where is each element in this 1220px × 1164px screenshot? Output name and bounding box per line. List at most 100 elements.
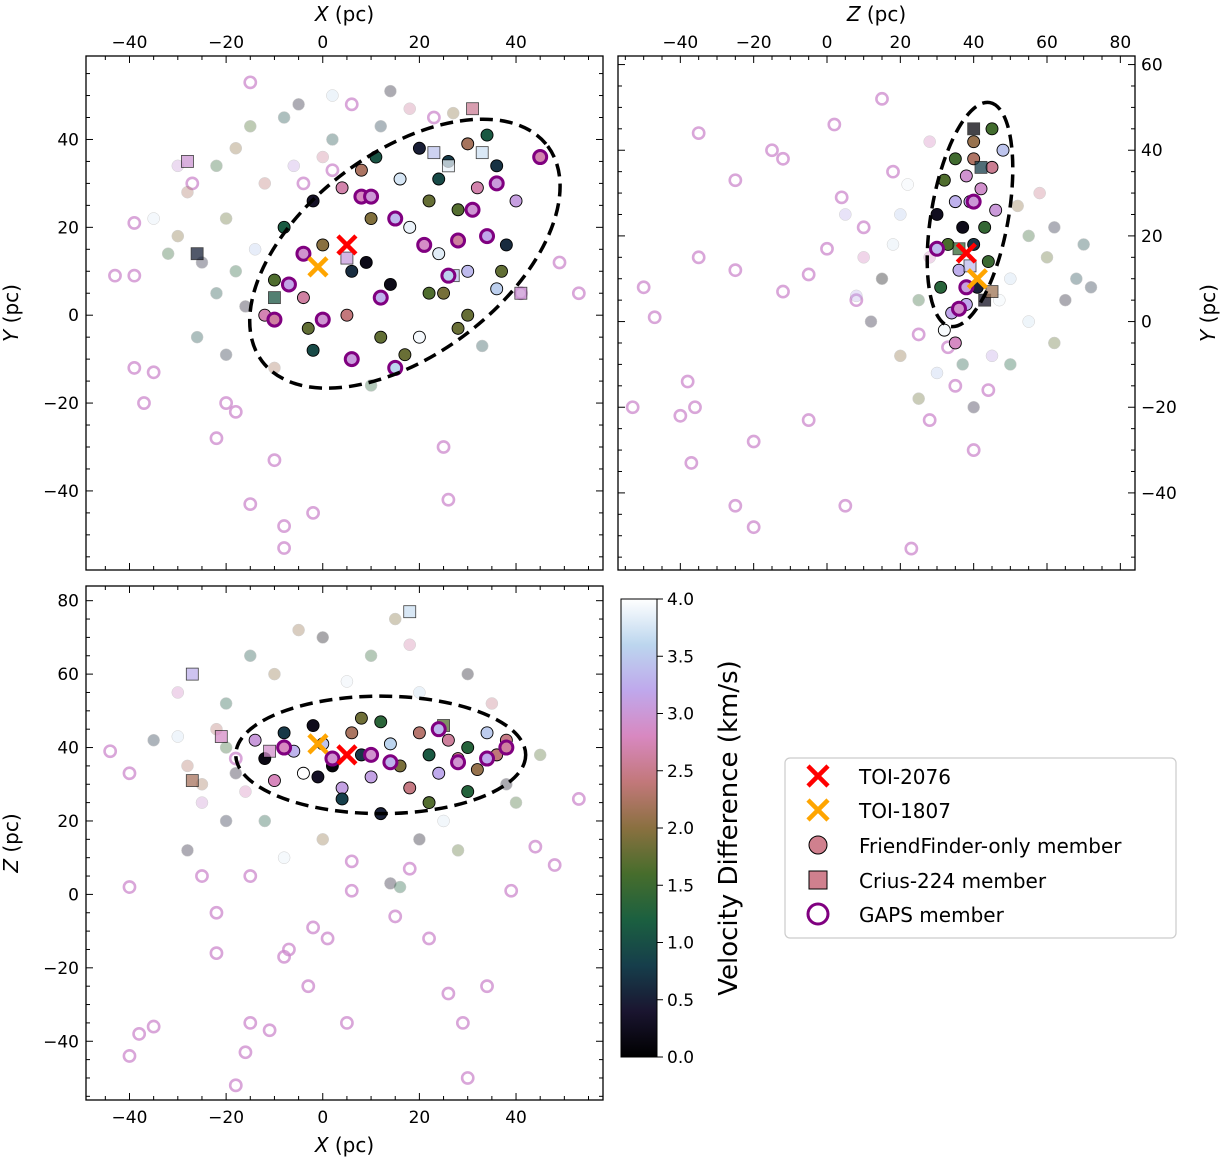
gaps-member-marker <box>127 361 142 375</box>
friendfinder-member-marker <box>956 358 969 371</box>
markers-layer <box>625 91 1098 556</box>
gaps-member-marker <box>426 110 441 125</box>
x-tick-label: 20 <box>409 1108 431 1128</box>
colorbar-gradient <box>620 598 658 1058</box>
y-tick-label: 40 <box>1141 141 1163 161</box>
gaps-core-member-marker <box>363 746 380 763</box>
gaps-member-marker <box>228 404 243 419</box>
y-tick-label: −20 <box>43 959 79 979</box>
friendfinder-member-marker <box>985 160 999 174</box>
legend-frame <box>784 757 1177 939</box>
friendfinder-member-marker <box>219 697 233 710</box>
friendfinder-member-marker <box>930 366 944 380</box>
gaps-member-marker <box>776 151 790 166</box>
friendfinder-member-marker <box>364 212 378 225</box>
friendfinder-member-marker <box>326 133 339 146</box>
friendfinder-member-marker <box>839 208 852 221</box>
friendfinder-member-marker <box>316 150 330 164</box>
gaps-member-marker <box>441 986 456 1001</box>
friendfinder-member-marker <box>229 766 243 780</box>
crius-member-marker <box>190 247 204 261</box>
friendfinder-member-marker <box>301 321 315 335</box>
gaps-member-marker <box>673 408 688 423</box>
gaps-member-marker <box>402 861 417 876</box>
gaps-member-marker <box>209 905 224 920</box>
panel-xy: −40 −20 0 20 40 −40 −20 0 20 40 X (pc) Y (pc) <box>0 2 604 571</box>
plot-frame <box>617 55 1136 571</box>
friendfinder-member-marker <box>296 291 310 305</box>
gaps-member-marker <box>691 250 706 265</box>
gaps-core-member-marker <box>295 245 312 262</box>
friendfinder-member-marker <box>480 726 494 740</box>
gaps-member-marker <box>436 440 451 454</box>
gaps-member-marker <box>746 520 761 535</box>
crius-member-marker <box>466 102 479 116</box>
friendfinder-member-marker <box>1004 272 1017 285</box>
friendfinder-member-marker <box>446 106 460 120</box>
gaps-member-marker <box>219 396 234 410</box>
friendfinder-member-marker <box>171 730 185 743</box>
friendfinder-member-marker <box>1059 293 1072 307</box>
friendfinder-member-marker <box>244 120 257 133</box>
friendfinder-member-marker <box>432 247 446 261</box>
friendfinder-member-marker <box>864 315 878 328</box>
friendfinder-member-marker <box>171 686 185 699</box>
gaps-member-marker <box>827 117 842 132</box>
gaps-member-marker <box>776 284 790 299</box>
friendfinder-member-marker <box>403 220 417 234</box>
gaps-member-marker <box>267 453 282 468</box>
friendfinder-member-marker <box>1084 281 1098 294</box>
gaps-member-marker <box>344 97 359 112</box>
friendfinder-member-marker <box>937 323 951 337</box>
friendfinder-member-marker <box>461 667 474 681</box>
y-tick-label: 60 <box>1141 56 1163 76</box>
friendfinder-member-marker <box>451 844 465 857</box>
legend-toi-1807-label: TOI-1807 <box>858 799 951 823</box>
friendfinder-member-marker <box>451 321 465 335</box>
colorbar-tick-label: 3.5 <box>667 647 694 667</box>
membership-ellipse <box>925 100 1015 329</box>
friendfinder-member-marker <box>923 135 936 148</box>
colorbar-tick-label: 1.5 <box>667 876 694 896</box>
gaps-core-member-marker <box>266 311 283 328</box>
gaps-core-member-marker <box>479 228 496 245</box>
crius-member-marker <box>263 744 277 758</box>
panel-zy: −40 −20 0 20 40 60 80 −40 −20 0 20 40 60 Z (pc) Y (pc) <box>617 2 1220 571</box>
friendfinder-member-marker <box>978 220 992 234</box>
friendfinder-member-marker <box>886 238 900 251</box>
markers-layer <box>108 75 586 555</box>
friendfinder-member-marker <box>287 159 301 173</box>
friendfinder-member-marker <box>219 212 233 225</box>
gaps-member-marker <box>875 91 889 106</box>
friendfinder-member-marker <box>393 172 407 186</box>
x-tick-label: 20 <box>890 33 912 53</box>
y-tick-label: 80 <box>57 592 79 612</box>
x-axis-label: X (pc) <box>314 1133 374 1157</box>
y-tick-label: 20 <box>57 812 79 832</box>
friendfinder-member-marker <box>345 264 359 278</box>
friendfinder-member-marker <box>1004 358 1017 371</box>
gaps-core-member-marker <box>430 721 447 738</box>
friendfinder-member-marker <box>383 277 397 291</box>
gaps-member-marker <box>691 126 706 141</box>
friendfinder-member-marker <box>461 785 475 799</box>
gaps-core-member-marker <box>929 240 945 257</box>
friendfinder-member-marker <box>388 612 402 626</box>
friendfinder-member-marker <box>470 181 484 195</box>
y-tick-label: 0 <box>1141 313 1152 333</box>
gaps-member-marker <box>228 1078 243 1093</box>
y-axis-label: Z (pc) <box>0 813 23 873</box>
friendfinder-member-marker <box>422 286 436 300</box>
friendfinder-member-marker <box>422 796 436 810</box>
friendfinder-member-marker <box>161 247 175 260</box>
friendfinder-member-marker <box>901 178 914 191</box>
gaps-core-member-marker <box>450 754 467 771</box>
colorbar-tick-label: 1.0 <box>667 934 694 954</box>
gaps-member-marker <box>277 519 292 533</box>
friendfinder-member-marker <box>306 343 320 357</box>
friendfinder-member-marker <box>277 726 291 740</box>
gaps-member-marker <box>195 869 209 883</box>
friendfinder-member-marker <box>912 392 925 405</box>
gaps-member-marker <box>820 241 834 256</box>
toi-2076-marker <box>336 234 358 256</box>
